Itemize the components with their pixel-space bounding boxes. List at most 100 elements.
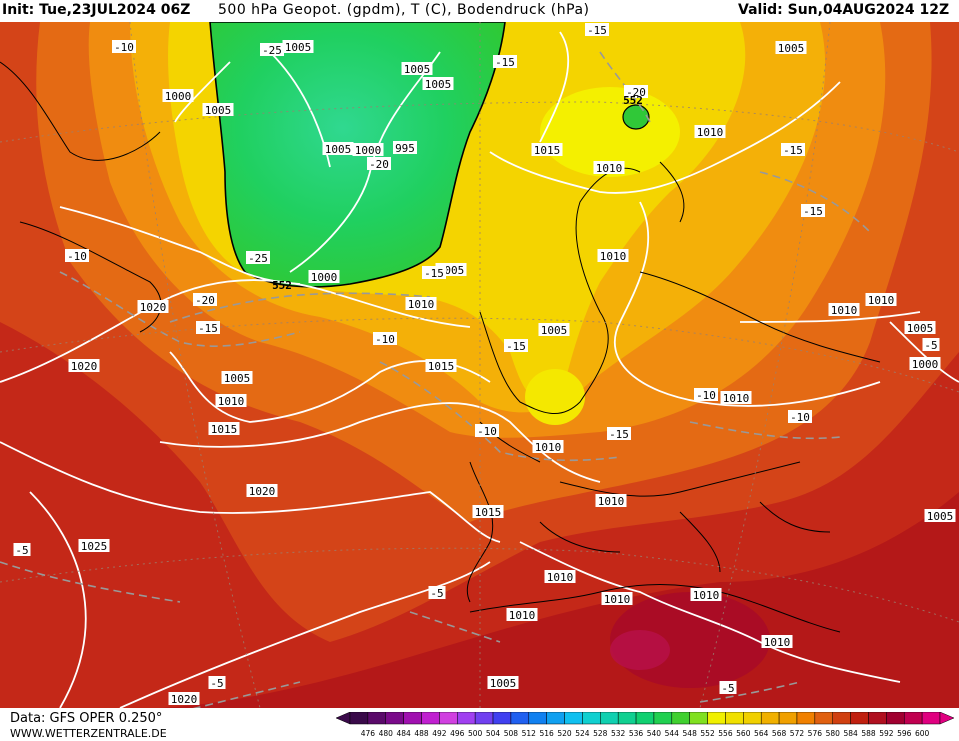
isobar-label: 1005: [775, 41, 807, 55]
data-source: Data: GFS OPER 0.250°: [10, 711, 163, 726]
isobar-value: 1010: [604, 593, 631, 606]
colorbar-swatch: [403, 712, 422, 725]
temp-label: -5: [922, 338, 940, 352]
isobar-label: 1010: [544, 570, 576, 584]
temp-label: -25: [246, 251, 270, 265]
temp-label: -5: [719, 681, 737, 695]
colorbar-tick-label: 600: [915, 729, 930, 738]
isobar-value: 1015: [534, 144, 561, 157]
website: WWW.WETTERZENTRALE.DE: [10, 727, 167, 740]
colorbar-swatch: [546, 712, 565, 725]
colorbar-swatch: [635, 712, 655, 725]
colorbar-ticks: 476 480 484 488 492 496 500 504 508 512 516 520 524 5…: [361, 729, 930, 738]
colorbar-tick-label: 492: [432, 729, 447, 738]
temp-value: -15: [198, 322, 218, 335]
isobar-value: 1010: [600, 250, 627, 263]
temp-label: -15: [493, 55, 517, 69]
colorbar-swatch: [903, 712, 923, 725]
colorbar-tick-label: 524: [575, 729, 590, 738]
isobar-value: 1010: [697, 126, 724, 139]
temp-value: -5: [924, 339, 937, 352]
isobar-label: 1015: [208, 422, 240, 436]
colorbar-tick-label: 552: [700, 729, 715, 738]
colorbar-swatch: [349, 712, 369, 725]
temp-value: -5: [210, 677, 223, 690]
colorbar-swatch: [528, 712, 547, 725]
isobar-value: 1010: [693, 589, 720, 602]
colorbar-swatch: [617, 712, 637, 725]
isobar-value: 1005: [927, 510, 954, 523]
graticule: [0, 22, 959, 708]
temp-value: -15: [783, 144, 803, 157]
temp-value: -15: [803, 205, 823, 218]
isobar-value: 1015: [211, 423, 238, 436]
temp-label: -15: [504, 339, 528, 353]
geopot-value: 552: [623, 94, 643, 107]
colorbar-swatch: [689, 712, 708, 725]
isobar-label: 1020: [246, 484, 278, 498]
colorbar-swatch: [421, 712, 440, 725]
temp-value: -5: [430, 587, 443, 600]
isobar-value: 1020: [140, 301, 167, 314]
isobar-label: 1025: [78, 539, 110, 553]
temp-value: -10: [790, 411, 810, 424]
isobar-label: 1015: [531, 143, 563, 157]
isobar-label: 1005: [401, 62, 433, 76]
colorbar: 476 480 484 488 492 496 500 504 508 512 516 520 524 5…: [336, 712, 955, 738]
isobar-label: 1010: [593, 161, 625, 175]
isobar-label: 1020: [68, 359, 100, 373]
isobar-value: 1010: [535, 441, 562, 454]
isobar-label: 1000: [162, 89, 194, 103]
colorbar-tick-label: 488: [414, 729, 429, 738]
colorbar-tick-label: 548: [683, 729, 698, 738]
colorbar-tick-label: 508: [504, 729, 519, 738]
isobar-value: 1010: [408, 298, 435, 311]
isobar-value: 1025: [81, 540, 108, 553]
isobar-label: 1005: [202, 103, 234, 117]
colorbar-tick-label: 532: [611, 729, 626, 738]
temp-label: -5: [208, 676, 226, 690]
colorbar-tick-label: 520: [557, 729, 572, 738]
isobar-label: 1010: [761, 635, 793, 649]
colorbar-swatch: [850, 712, 869, 725]
colorbar-swatch: [671, 712, 690, 725]
isobar-value: 1015: [475, 506, 502, 519]
colorbar-swatch: [707, 712, 726, 725]
isobar-value: 1005: [285, 41, 312, 54]
colorbar-tick-label: 528: [593, 729, 608, 738]
temp-value: -15: [587, 24, 607, 37]
isobar-lines: [0, 31, 959, 708]
isobar-value: 1000: [165, 90, 192, 103]
isobar-value: 1005: [907, 322, 934, 335]
temp-value: -10: [375, 333, 395, 346]
colorbar-tick-label: 496: [450, 729, 465, 738]
isobar-label: 1010: [694, 125, 726, 139]
isobar-label: 1010: [690, 588, 722, 602]
temp-value: -5: [721, 682, 734, 695]
colorbar-swatch: [868, 712, 887, 725]
isobar-label: 1005: [221, 371, 253, 385]
isobar-value: 1020: [171, 693, 198, 706]
temp-label: -20: [193, 293, 217, 307]
colorbar-swatch: [921, 712, 941, 725]
isobar-value: 1005: [541, 324, 568, 337]
isobar-label: 1015: [472, 505, 504, 519]
colorbar-swatch: [564, 712, 583, 725]
temp-value: -10: [696, 389, 716, 402]
isobar-label: 1020: [137, 300, 169, 314]
temp-value: -25: [248, 252, 268, 265]
temp-label: -10: [112, 40, 136, 54]
temp-label: -25: [260, 43, 284, 57]
colorbar-tick-label: 584: [843, 729, 858, 738]
isobar-value: 1005: [778, 42, 805, 55]
temp-label: -10: [694, 388, 718, 402]
colorbar-swatch: [474, 712, 494, 725]
isobar-value: 1005: [490, 677, 517, 690]
isobar-label: 995: [393, 141, 417, 155]
colorbar-tick-label: 572: [790, 729, 805, 738]
isobar-label: 1005: [282, 40, 314, 54]
colorbar-tick-label: 484: [396, 729, 411, 738]
geopot-value: 552: [272, 279, 292, 292]
map-title: 500 hPa Geopot. (gpdm), T (C), Bodendruc…: [218, 2, 590, 18]
